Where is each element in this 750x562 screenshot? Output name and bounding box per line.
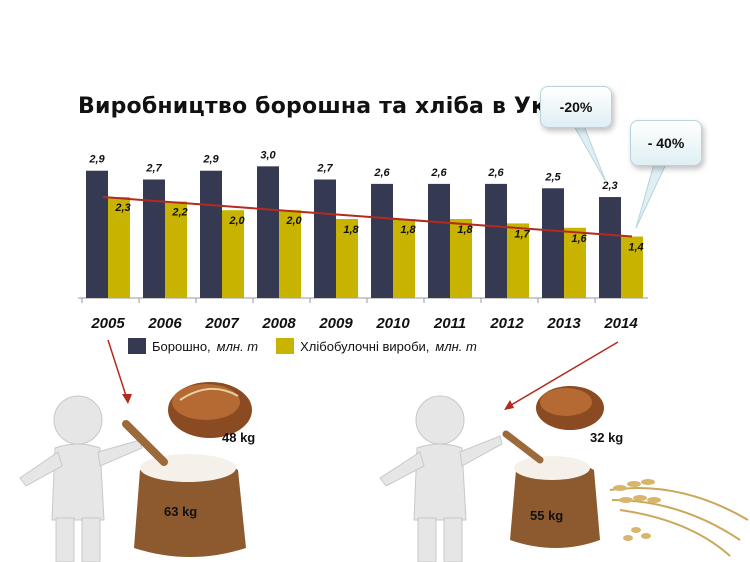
data-label-bread-2011: 1,8	[457, 224, 473, 236]
trend-line-bread	[102, 196, 633, 238]
bar-flour-2010	[371, 183, 393, 298]
bar-bread-2009	[336, 219, 358, 298]
x-tick-label-2013: 2013	[546, 315, 581, 332]
data-label-flour-2006: 2,7	[145, 163, 162, 175]
weight-right-bread: 32 kg	[590, 430, 624, 445]
legend-swatch-bread	[276, 338, 295, 354]
data-label-bread-2007: 2,0	[228, 215, 245, 227]
legend-unit-bread: млн. т	[435, 338, 477, 354]
left-figure-illustration	[19, 339, 252, 562]
bar-flour-2008	[257, 166, 279, 298]
x-tick-label-2014: 2014	[603, 315, 638, 332]
legend-item-flour: Борошно, млн. т	[128, 338, 258, 354]
x-tick-label-2012: 2012	[489, 315, 524, 332]
x-tick-label-2007: 2007	[204, 315, 239, 332]
legend-item-bread: Хлібобулочні вироби, млн. т	[276, 338, 477, 354]
data-label-bread-2014: 1,4	[628, 242, 643, 254]
bar-bread-2008	[279, 210, 301, 298]
data-label-bread-2006: 2,2	[171, 206, 187, 218]
data-label-bread-2008: 2,0	[285, 215, 302, 227]
data-label-bread-2005: 2,3	[114, 202, 130, 214]
data-label-flour-2012: 2,6	[487, 167, 504, 179]
x-tick-label-2011: 2011	[433, 315, 466, 332]
data-label-bread-2013: 1,6	[571, 233, 587, 245]
x-tick-label-2005: 2005	[90, 315, 125, 332]
bar-flour-2013	[542, 188, 564, 298]
data-label-flour-2014: 2,3	[601, 180, 617, 192]
legend-label-flour: Борошно,	[152, 338, 211, 354]
chart-title: Виробництво борошна та хліба в Україні	[78, 94, 609, 119]
callout-bread-decline: - 40%	[630, 120, 702, 166]
callout-pointer-1	[573, 125, 607, 183]
bar-flour-2005	[86, 170, 108, 298]
chart-legend: Борошно, млн. т Хлібобулочні вироби, млн…	[128, 338, 495, 354]
legend-label-bread: Хлібобулочні вироби,	[300, 338, 430, 354]
legend-swatch-flour	[128, 338, 146, 354]
bar-bread-2006	[165, 201, 187, 298]
data-label-bread-2012: 1,7	[514, 228, 530, 240]
x-tick-label-2010: 2010	[375, 315, 410, 332]
data-label-flour-2009: 2,7	[316, 163, 333, 175]
callout-flour-decline: -20%	[540, 86, 612, 128]
plot-area: 2,9 2,3 2005 2,7 2,2 2006 2,9 2,0 2007 3,0 2,0 2008…	[78, 125, 667, 332]
bar-bread-2010	[393, 219, 415, 298]
bar-flour-2006	[143, 179, 165, 298]
bar-bread-2005	[108, 197, 130, 298]
right-figure-illustration	[379, 341, 749, 562]
bar-flour-2009	[314, 179, 336, 298]
data-label-flour-2007: 2,9	[202, 154, 219, 166]
bar-flour-2014	[599, 197, 621, 298]
x-tick-label-2009: 2009	[318, 315, 353, 332]
data-label-flour-2013: 2,5	[544, 171, 561, 183]
bar-bread-2012	[507, 223, 529, 298]
weight-left-bread: 48 kg	[222, 430, 256, 445]
callout-pointer-2	[635, 163, 667, 229]
bar-bread-2014	[621, 236, 643, 298]
bar-flour-2012	[485, 183, 507, 298]
bar-flour-2011	[428, 183, 450, 298]
bar-flour-2007	[200, 170, 222, 298]
bar-bread-2011	[450, 219, 472, 298]
weight-right-flour: 55 kg	[530, 508, 564, 523]
data-label-bread-2010: 1,8	[400, 224, 416, 236]
data-label-flour-2008: 3,0	[260, 149, 276, 161]
data-label-flour-2005: 2,9	[88, 154, 105, 166]
x-tick-label-2008: 2008	[261, 315, 296, 332]
legend-unit-flour: млн. т	[216, 338, 259, 354]
data-label-flour-2011: 2,6	[430, 167, 447, 179]
data-label-bread-2009: 1,8	[343, 224, 359, 236]
bar-bread-2007	[222, 210, 244, 298]
bar-bread-2013	[564, 227, 586, 298]
weight-left-flour: 63 kg	[164, 504, 198, 519]
data-label-flour-2010: 2,6	[373, 167, 390, 179]
x-tick-label-2006: 2006	[147, 315, 182, 332]
